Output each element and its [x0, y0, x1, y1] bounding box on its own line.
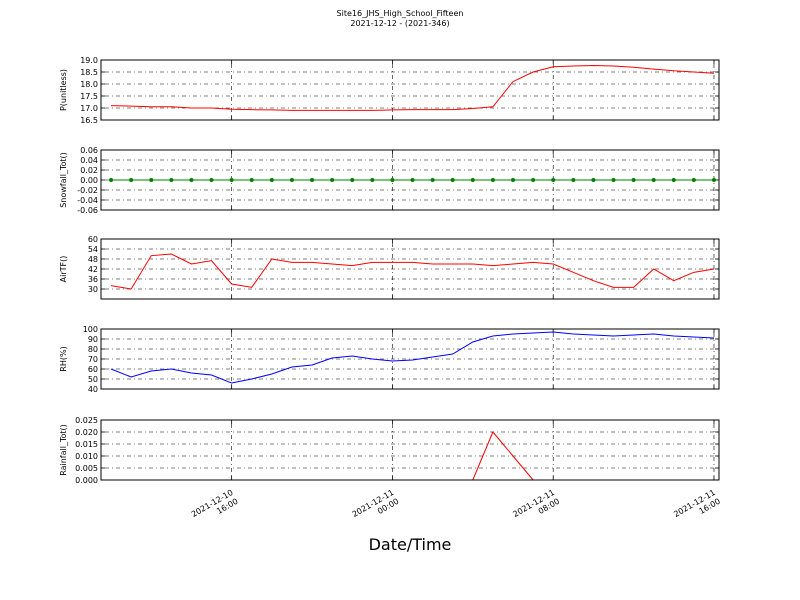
data-point	[511, 178, 515, 182]
data-point	[330, 178, 335, 182]
y-axis-label: Snowfall_Tot()	[59, 152, 68, 208]
y-tick-label: 54	[88, 245, 98, 254]
x-tick-label: 2021-12-1108:00	[511, 488, 561, 528]
y-tick-label: 18.5	[80, 68, 98, 77]
data-line	[111, 65, 715, 111]
plot-frame	[100, 419, 720, 481]
y-axis-label: P(unitless)	[59, 69, 68, 111]
y-tick-label: 17.0	[80, 104, 98, 113]
y-tick-label: 50	[88, 375, 98, 384]
y-tick-label: 100	[83, 325, 98, 334]
data-point	[490, 178, 495, 182]
data-point	[370, 178, 375, 182]
data-line	[110, 253, 715, 290]
y-tick-label: -0.04	[77, 196, 98, 205]
plot-frame	[100, 328, 720, 390]
plot-frame	[100, 149, 720, 211]
data-point	[551, 178, 556, 182]
y-tick-label: 30	[88, 285, 98, 294]
data-point	[390, 178, 395, 182]
data-point	[450, 178, 455, 182]
data-line	[110, 331, 715, 384]
data-point	[591, 178, 596, 182]
x-axis-label: Date/Time	[369, 535, 452, 554]
data-point	[611, 178, 616, 182]
y-tick-label: 70	[88, 355, 98, 364]
y-tick-label: 19.0	[80, 56, 98, 65]
y-tick-label: 80	[88, 345, 98, 354]
chart-subtitle: 2021-12-12 - (2021-346)	[350, 19, 449, 28]
data-point	[129, 178, 134, 182]
y-tick-label: 17.5	[80, 92, 98, 101]
x-tick-label: 2021-12-1100:00	[351, 488, 401, 528]
data-point	[651, 178, 656, 182]
data-point	[470, 178, 475, 182]
plot-frame	[100, 238, 720, 300]
y-tick-label: 0.00	[80, 176, 98, 185]
y-tick-label: 0.04	[80, 156, 98, 165]
data-point	[189, 178, 194, 182]
data-point	[229, 178, 234, 182]
y-tick-label: 0.025	[75, 416, 98, 425]
y-tick-label: 40	[88, 385, 98, 394]
y-tick-label: 36	[88, 275, 98, 284]
y-tick-label: -0.02	[77, 186, 98, 195]
data-point	[691, 178, 696, 182]
data-point	[430, 178, 435, 182]
x-tick-label: 2021-12-1016:00	[190, 488, 240, 528]
data-point	[249, 178, 254, 182]
data-point	[269, 178, 274, 182]
y-axis-label: RH(%)	[59, 346, 68, 371]
y-tick-label: 0.020	[75, 428, 98, 437]
plot-frame	[100, 59, 720, 121]
y-tick-label: 0.06	[80, 146, 98, 155]
y-tick-label: -0.06	[77, 206, 98, 215]
data-point	[149, 178, 154, 182]
data-point	[310, 178, 315, 182]
y-tick-label: 42	[88, 265, 98, 274]
y-tick-label: 0.000	[75, 476, 98, 485]
data-point	[169, 178, 174, 182]
y-tick-label: 18.0	[80, 80, 98, 89]
data-point	[350, 178, 355, 182]
y-tick-label: 0.015	[75, 440, 98, 449]
chart-title: Site16_JHS_High_School_Fifteen	[337, 9, 464, 18]
data-point	[109, 178, 114, 182]
data-point	[531, 178, 536, 182]
y-tick-label: 16.5	[80, 116, 98, 125]
data-point	[410, 178, 415, 182]
y-tick-label: 0.010	[75, 452, 98, 461]
y-tick-label: 0.005	[75, 464, 98, 473]
y-tick-label: 60	[88, 365, 98, 374]
data-point	[711, 178, 716, 182]
y-axis-label: Rainfall_Tot()	[59, 424, 68, 476]
x-tick-label: 2021-12-1116:00	[672, 488, 722, 528]
data-point	[209, 178, 214, 182]
y-tick-label: 0.02	[80, 166, 98, 175]
y-tick-label: 48	[88, 255, 98, 264]
data-point	[289, 178, 294, 182]
y-tick-label: 90	[88, 335, 98, 344]
y-tick-label: 60	[88, 235, 98, 244]
data-point	[631, 178, 636, 182]
data-point	[571, 178, 576, 182]
y-axis-label: AirTF()	[59, 256, 68, 283]
data-point	[671, 178, 676, 182]
